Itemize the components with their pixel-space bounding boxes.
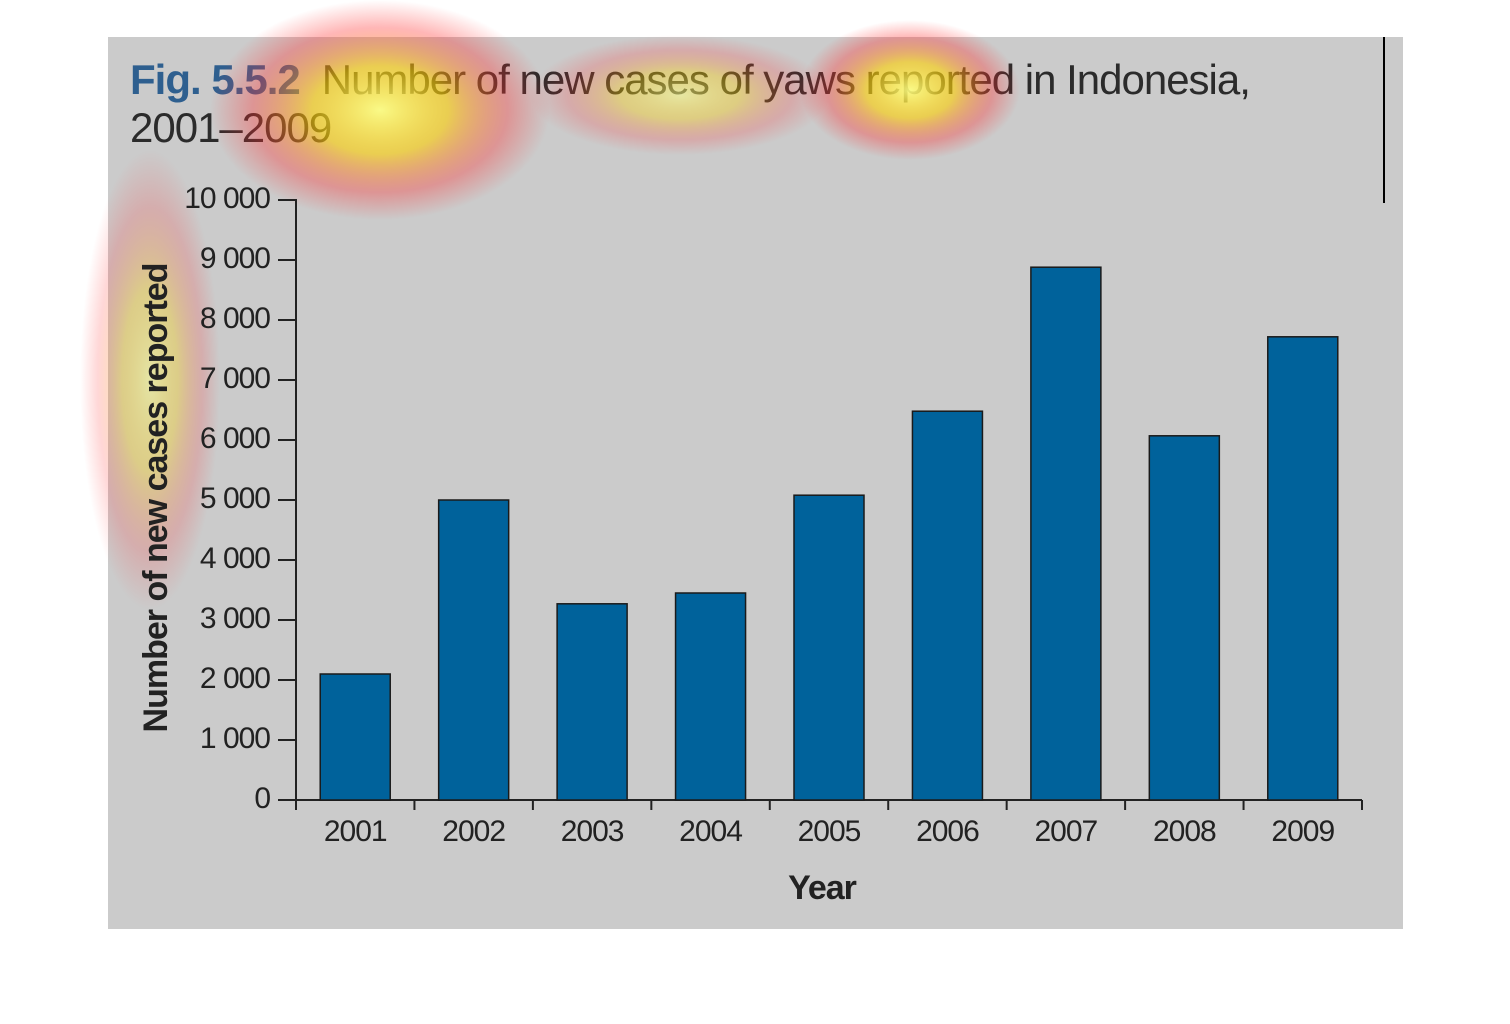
y-tick-label: 7 000 bbox=[200, 362, 270, 395]
bar bbox=[674, 592, 747, 801]
y-tick-label: 4 000 bbox=[200, 542, 270, 575]
bar bbox=[793, 494, 865, 801]
x-tick-label: 2006 bbox=[916, 815, 979, 848]
y-tick-label: 1 000 bbox=[200, 722, 270, 755]
bar bbox=[437, 499, 510, 801]
x-tick-label: 2009 bbox=[1271, 815, 1334, 848]
x-tick-label: 2005 bbox=[798, 815, 861, 848]
bar bbox=[911, 410, 984, 801]
x-tick-label: 2003 bbox=[561, 815, 624, 848]
x-tick-label: 2002 bbox=[442, 815, 505, 848]
y-tick-label: 3 000 bbox=[200, 602, 270, 635]
heatmap-blob bbox=[80, 150, 220, 610]
bar bbox=[1267, 336, 1339, 801]
bar bbox=[319, 673, 391, 801]
y-axis-label: Number of new cases reported bbox=[137, 264, 175, 733]
bar bbox=[1148, 435, 1221, 801]
bar bbox=[556, 603, 628, 801]
y-tick-label: 9 000 bbox=[200, 242, 270, 275]
y-tick-label: 0 bbox=[254, 782, 270, 815]
x-axis-label: Year bbox=[788, 869, 857, 907]
heatmap-blob bbox=[530, 35, 830, 155]
x-tick-label: 2007 bbox=[1035, 815, 1098, 848]
x-tick-label: 2008 bbox=[1153, 815, 1216, 848]
heatmap-blob bbox=[800, 20, 1020, 160]
y-tick-label: 5 000 bbox=[200, 482, 270, 515]
y-tick-label: 10 000 bbox=[184, 182, 270, 215]
y-tick-label: 2 000 bbox=[200, 662, 270, 695]
x-tick-label: 2001 bbox=[324, 815, 387, 848]
y-tick-label: 8 000 bbox=[200, 302, 270, 335]
bar bbox=[1030, 266, 1102, 801]
x-tick-label: 2004 bbox=[679, 815, 742, 848]
y-tick-label: 6 000 bbox=[200, 422, 270, 455]
heatmap-blob bbox=[210, 0, 550, 220]
